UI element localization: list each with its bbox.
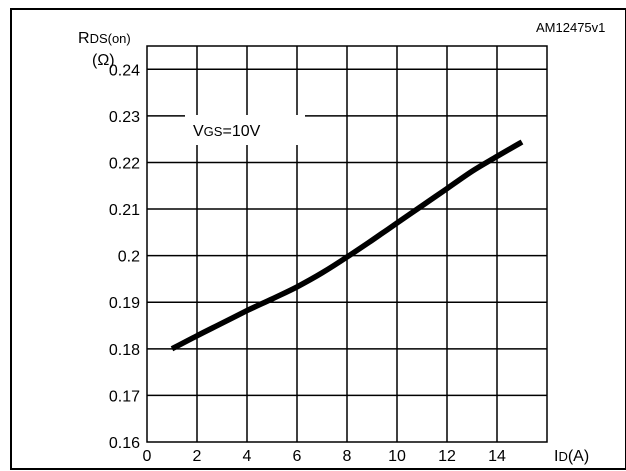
y-axis-label-sub: DS(on) bbox=[90, 31, 131, 46]
y-tick-label: 0.16 bbox=[109, 435, 140, 452]
y-tick-label: 0.24 bbox=[109, 62, 140, 79]
x-axis-unit: (A) bbox=[568, 448, 589, 465]
y-tick-label: 0.23 bbox=[109, 109, 140, 126]
y-tick-label: 0.2 bbox=[118, 249, 140, 266]
x-tick-label: 8 bbox=[343, 448, 352, 465]
x-tick-label: 12 bbox=[438, 448, 456, 465]
y-tick-label: 0.19 bbox=[109, 295, 140, 312]
figure-frame bbox=[10, 8, 626, 470]
y-axis-unit: (Ω) bbox=[92, 52, 115, 69]
x-tick-label: 6 bbox=[293, 448, 302, 465]
vgs-annotation: VGS=10V bbox=[193, 123, 261, 140]
x-axis-label: ID(A) bbox=[554, 448, 589, 465]
x-axis-label-sub: D bbox=[558, 449, 567, 464]
y-tick-label: 0.17 bbox=[109, 388, 140, 405]
y-tick-labels: 0.16 0.17 0.18 0.19 0.2 0.21 0.22 0.23 0.24 bbox=[109, 62, 140, 452]
x-tick-label: 14 bbox=[488, 448, 506, 465]
x-tick-label: 4 bbox=[243, 448, 252, 465]
x-axis-label-main: I bbox=[554, 448, 558, 465]
x-tick-label: 2 bbox=[193, 448, 202, 465]
y-tick-label: 0.22 bbox=[109, 155, 140, 172]
x-tick-label: 10 bbox=[388, 448, 406, 465]
y-tick-label: 0.21 bbox=[109, 202, 140, 219]
grid bbox=[147, 46, 547, 442]
vgs-annotation-value: =10V bbox=[222, 123, 260, 140]
y-axis-label: RDS(on) bbox=[78, 30, 131, 47]
y-tick-label: 0.18 bbox=[109, 342, 140, 359]
figure-id: AM12475v1 bbox=[536, 20, 605, 35]
x-tick-label: 0 bbox=[143, 448, 152, 465]
vgs-annotation-sub: GS bbox=[204, 124, 223, 139]
x-tick-labels: 0 2 4 6 8 10 12 14 bbox=[143, 448, 506, 465]
plot-frame bbox=[146, 45, 548, 443]
vgs-annotation-main: V bbox=[193, 123, 204, 140]
y-axis-label-main: R bbox=[78, 30, 90, 47]
annotation-box bbox=[185, 115, 305, 145]
series-line bbox=[170, 139, 524, 352]
